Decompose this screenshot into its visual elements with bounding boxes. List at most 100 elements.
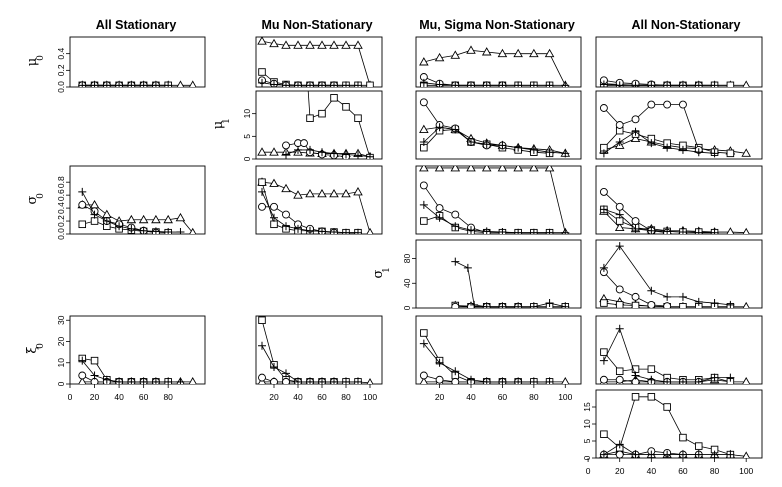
marker-plus xyxy=(631,127,640,136)
marker-plus xyxy=(678,292,687,301)
marker-triangle xyxy=(614,222,625,231)
marker-plus xyxy=(258,78,266,87)
marker-triangle xyxy=(353,40,363,49)
marker-triangle xyxy=(89,199,100,209)
row-label-subscript: 0 xyxy=(36,55,46,61)
marker-square xyxy=(615,367,624,376)
marker-square xyxy=(600,299,608,307)
marker-plus xyxy=(467,81,475,87)
marker-triangle xyxy=(341,40,351,49)
marker-square xyxy=(78,220,87,229)
marker-plus xyxy=(164,81,173,87)
series-group xyxy=(77,187,197,234)
marker-square xyxy=(258,316,266,325)
panel-c0r0: 0.0 0.2 0.4 μ0 xyxy=(25,36,206,93)
marker-circle xyxy=(615,121,624,129)
marker-circle xyxy=(663,302,672,308)
marker-circle xyxy=(419,181,428,190)
marker-plus xyxy=(451,125,460,134)
marker-plus xyxy=(710,81,719,87)
marker-circle xyxy=(647,100,656,109)
marker-triangle xyxy=(742,301,750,308)
marker-plus xyxy=(615,81,624,87)
marker-triangle xyxy=(329,40,339,49)
marker-plus xyxy=(419,339,428,348)
marker-plus xyxy=(330,228,338,234)
marker-triangle xyxy=(481,47,492,56)
marker-triangle xyxy=(317,188,327,198)
marker-plus xyxy=(726,300,735,308)
marker-plus xyxy=(545,228,554,234)
marker-plus xyxy=(710,299,719,308)
x-tick-label: 80 xyxy=(341,392,351,402)
panel-c3r5: 0 5 10 15 0 20 40 60 80 100 xyxy=(582,389,763,476)
marker-plus xyxy=(663,227,672,234)
marker-plus xyxy=(529,377,538,384)
marker-plus xyxy=(694,377,703,384)
marker-triangle xyxy=(742,80,750,87)
marker-plus xyxy=(102,217,111,226)
column-title-all-stationary: All Stationary xyxy=(96,18,177,32)
x-tick-label: 40 xyxy=(114,392,124,402)
marker-plus xyxy=(435,80,444,87)
marker-triangle xyxy=(366,227,374,234)
panel-c2r2 xyxy=(415,165,582,235)
x-tick-label: 40 xyxy=(647,466,657,476)
marker-plus xyxy=(306,145,314,154)
marker-plus xyxy=(78,187,87,196)
x-tick-label: 20 xyxy=(435,392,445,402)
marker-plus xyxy=(561,149,570,158)
marker-circle xyxy=(663,100,672,109)
x-tick-label: 60 xyxy=(317,392,327,402)
row-label-subscript: 0 xyxy=(36,343,46,349)
series-group xyxy=(257,37,374,87)
marker-circle xyxy=(631,115,640,124)
marker-plus xyxy=(678,450,687,458)
series-group xyxy=(599,187,750,234)
panel-grid: 0.00.20.4μ00510μ10.00.20.40.60.8σ004080σ… xyxy=(25,36,763,476)
series-line-triangle xyxy=(603,211,747,234)
marker-plus xyxy=(90,210,99,219)
marker-plus xyxy=(102,375,111,384)
marker-triangle xyxy=(630,133,641,143)
marker-plus xyxy=(482,227,491,234)
marker-circle xyxy=(631,217,640,225)
row-label-subscript: 1 xyxy=(222,118,232,124)
marker-plus xyxy=(561,302,570,308)
panel-frame xyxy=(595,239,763,309)
series-group xyxy=(419,166,570,234)
panel-frame xyxy=(595,36,763,88)
series-line-triangle xyxy=(82,204,194,233)
marker-triangle xyxy=(151,214,161,224)
marker-triangle xyxy=(434,166,445,172)
marker-plus xyxy=(151,377,160,384)
marker-plus xyxy=(694,450,703,458)
panel-frame xyxy=(415,36,582,88)
marker-plus xyxy=(318,148,326,157)
marker-triangle xyxy=(281,183,291,193)
marker-triangle xyxy=(176,80,185,87)
panel-c1r1: 0 5 10 μ1 xyxy=(211,90,383,161)
marker-plus xyxy=(545,299,554,308)
marker-plus xyxy=(631,81,640,87)
y-tick-label: 0 xyxy=(56,381,66,386)
marker-circle xyxy=(615,450,624,458)
marker-plus xyxy=(561,228,570,234)
marker-plus xyxy=(599,205,608,214)
marker-plus xyxy=(318,377,326,384)
marker-circle xyxy=(270,377,278,384)
marker-triangle xyxy=(419,166,429,172)
y-tick-label: 0.6 xyxy=(56,189,66,201)
marker-plus xyxy=(102,81,111,87)
marker-plus xyxy=(663,292,672,301)
marker-circle xyxy=(282,377,290,384)
marker-square xyxy=(90,356,99,365)
series-line-triangle xyxy=(423,167,566,233)
series-group xyxy=(257,316,374,384)
marker-plus xyxy=(318,227,326,234)
series-group xyxy=(419,98,571,158)
marker-square xyxy=(600,348,608,356)
y-tick-label: 0.2 xyxy=(56,64,66,76)
marker-triangle xyxy=(353,186,363,196)
marker-plus xyxy=(176,228,185,234)
